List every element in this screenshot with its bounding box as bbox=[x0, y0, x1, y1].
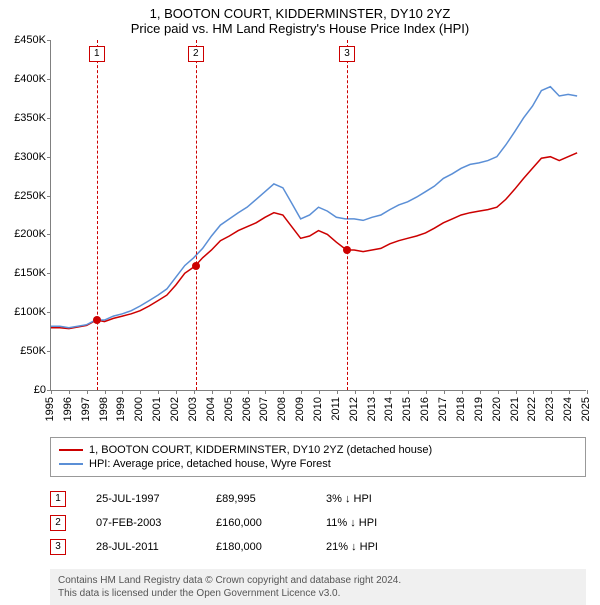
chart-lines-svg bbox=[51, 40, 586, 390]
series-line bbox=[51, 153, 577, 329]
sale-marker-box: 3 bbox=[339, 46, 355, 62]
legend-row: HPI: Average price, detached house, Wyre… bbox=[59, 457, 577, 471]
sales-row: 1 25-JUL-1997 £89,995 3% ↓ HPI bbox=[50, 487, 586, 511]
sale-vline bbox=[196, 40, 197, 390]
y-tick-label: £250K bbox=[1, 190, 46, 202]
y-tick-label: £300K bbox=[1, 151, 46, 163]
sale-marker-box: 1 bbox=[89, 46, 105, 62]
y-tick-label: £150K bbox=[1, 267, 46, 279]
sales-date: 07-FEB-2003 bbox=[96, 517, 186, 529]
page-container: 1, BOOTON COURT, KIDDERMINSTER, DY10 2YZ… bbox=[0, 0, 600, 590]
sales-row: 3 28-JUL-2011 £180,000 21% ↓ HPI bbox=[50, 535, 586, 559]
sales-diff: 21% ↓ HPI bbox=[326, 541, 416, 553]
series-line bbox=[51, 87, 577, 328]
y-tick-label: £0 bbox=[1, 384, 46, 396]
footer-line-2: This data is licensed under the Open Gov… bbox=[58, 587, 578, 600]
legend-row: 1, BOOTON COURT, KIDDERMINSTER, DY10 2YZ… bbox=[59, 443, 577, 457]
sales-price: £160,000 bbox=[216, 517, 296, 529]
chart-plot-area: £0£50K£100K£150K£200K£250K£300K£350K£400… bbox=[50, 40, 586, 391]
sales-row-marker: 1 bbox=[50, 491, 66, 507]
sales-price: £89,995 bbox=[216, 493, 296, 505]
sales-row: 2 07-FEB-2003 £160,000 11% ↓ HPI bbox=[50, 511, 586, 535]
sales-price: £180,000 bbox=[216, 541, 296, 553]
legend-label: 1, BOOTON COURT, KIDDERMINSTER, DY10 2YZ… bbox=[89, 444, 432, 456]
x-tick-label: 2025 bbox=[580, 397, 600, 421]
sale-point-marker bbox=[343, 246, 351, 254]
y-tick-label: £50K bbox=[1, 345, 46, 357]
x-axis-area: 1995199619971998199920002001200220032004… bbox=[50, 391, 586, 431]
sales-date: 28-JUL-2011 bbox=[96, 541, 186, 553]
sales-diff: 11% ↓ HPI bbox=[326, 517, 416, 529]
legend-label: HPI: Average price, detached house, Wyre… bbox=[89, 458, 331, 470]
sale-point-marker bbox=[192, 262, 200, 270]
sale-vline bbox=[97, 40, 98, 390]
sales-diff: 3% ↓ HPI bbox=[326, 493, 416, 505]
sale-marker-box: 2 bbox=[188, 46, 204, 62]
legend-swatch bbox=[59, 449, 83, 451]
y-tick-label: £400K bbox=[1, 73, 46, 85]
sale-vline bbox=[347, 40, 348, 390]
y-tick-label: £350K bbox=[1, 112, 46, 124]
sales-row-marker: 2 bbox=[50, 515, 66, 531]
footer-line-1: Contains HM Land Registry data © Crown c… bbox=[58, 574, 578, 587]
sales-row-marker: 3 bbox=[50, 539, 66, 555]
y-tick-label: £100K bbox=[1, 306, 46, 318]
sales-table: 1 25-JUL-1997 £89,995 3% ↓ HPI 2 07-FEB-2003 £… bbox=[50, 487, 586, 559]
legend-swatch bbox=[59, 463, 83, 465]
y-tick-label: £450K bbox=[1, 34, 46, 46]
footer-attribution: Contains HM Land Registry data © Crown c… bbox=[50, 569, 586, 605]
chart-title: 1, BOOTON COURT, KIDDERMINSTER, DY10 2YZ bbox=[0, 0, 600, 21]
chart-subtitle: Price paid vs. HM Land Registry's House … bbox=[0, 21, 600, 40]
y-tick-label: £200K bbox=[1, 228, 46, 240]
legend-box: 1, BOOTON COURT, KIDDERMINSTER, DY10 2YZ… bbox=[50, 437, 586, 477]
sales-date: 25-JUL-1997 bbox=[96, 493, 186, 505]
sale-point-marker bbox=[93, 316, 101, 324]
